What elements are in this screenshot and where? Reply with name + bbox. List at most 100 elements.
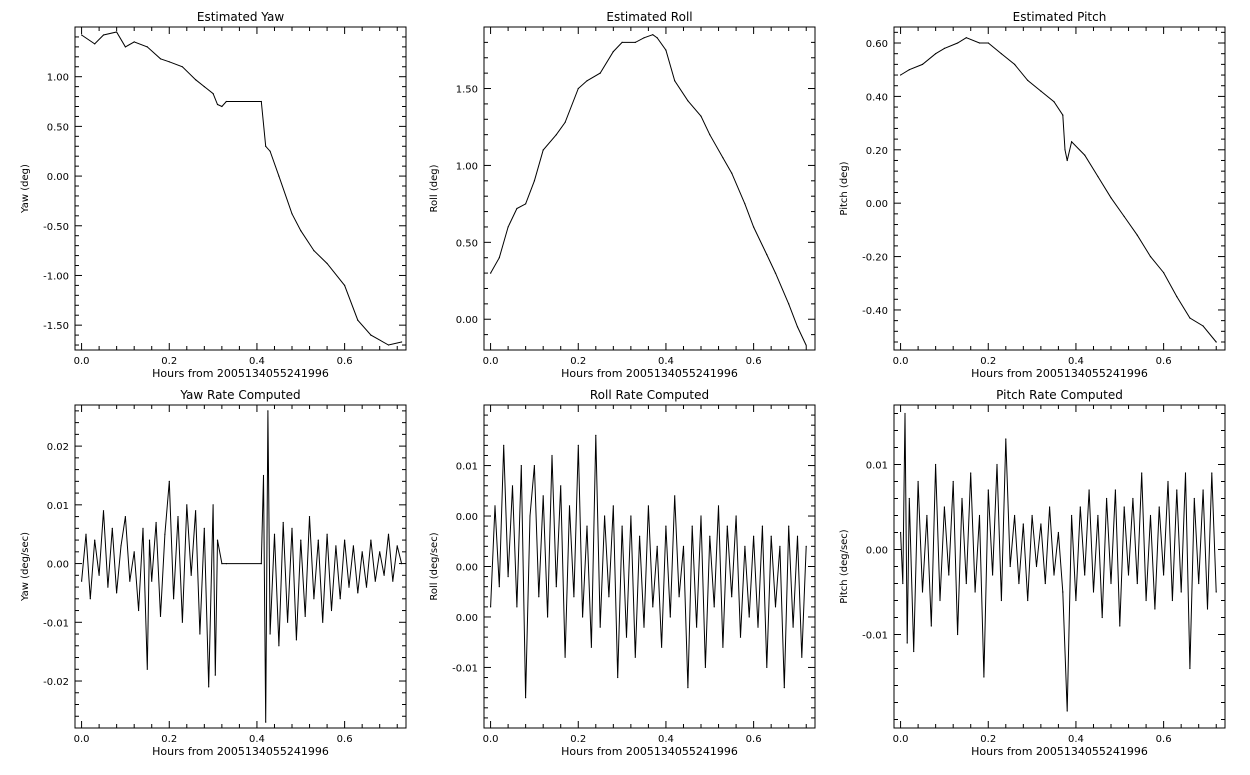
data-point <box>643 626 645 628</box>
data-point <box>1075 599 1077 602</box>
data-point <box>81 580 83 582</box>
data-point <box>401 563 403 565</box>
data-point <box>674 495 676 497</box>
data-point <box>656 37 658 39</box>
data-point <box>904 412 906 415</box>
data-point <box>533 180 536 182</box>
data-point <box>1022 523 1024 525</box>
x-tick-label: 0.2 <box>161 356 177 367</box>
x-tick-label: 0.0 <box>74 356 90 367</box>
y-tick-label: 0.00 <box>866 546 888 557</box>
data-point <box>1163 574 1165 576</box>
y-tick-label: -1.50 <box>43 321 69 332</box>
y-tick-label: -0.20 <box>862 253 888 264</box>
data-point <box>943 506 946 508</box>
data-point <box>1206 608 1209 610</box>
data-point <box>1009 565 1011 568</box>
x-tick-label: 0.4 <box>249 356 265 367</box>
data-point <box>709 535 711 537</box>
data-point <box>612 505 614 507</box>
data-point <box>1088 489 1090 491</box>
data-point <box>1031 514 1033 517</box>
data-point <box>1171 599 1173 602</box>
panel-roll_rate: Roll Rate Computed Hours from 20051340552… <box>429 388 816 758</box>
data-point <box>269 633 271 635</box>
data-point <box>555 586 557 588</box>
data-point <box>265 145 267 147</box>
y-axis-label: Yaw (deg/sec) <box>20 532 31 602</box>
data-point <box>957 42 959 44</box>
data-point <box>1071 514 1073 517</box>
data-point <box>387 344 390 346</box>
data-point <box>148 539 151 541</box>
data-point <box>365 586 368 588</box>
data-point <box>1035 565 1038 568</box>
data-point <box>1097 514 1099 517</box>
data-point <box>696 626 698 628</box>
data-point <box>900 74 902 76</box>
data-point <box>129 580 131 582</box>
data-point <box>195 79 197 81</box>
data-point <box>159 615 162 618</box>
data-point <box>186 504 188 506</box>
y-tick-label: 0.00 <box>866 199 888 210</box>
data-point <box>260 100 262 103</box>
y-tick-label: -0.01 <box>452 663 478 674</box>
data-point <box>533 465 536 467</box>
data-point <box>516 207 518 210</box>
x-axis-label: Hours from 2005134055241996 <box>971 745 1148 758</box>
chart-title: Estimated Pitch <box>1013 10 1107 24</box>
data-point <box>665 525 667 527</box>
data-point <box>560 485 562 487</box>
data-point <box>326 262 328 265</box>
data-point <box>935 463 937 466</box>
data-point <box>124 46 126 48</box>
data-point <box>94 539 96 541</box>
data-point <box>665 49 667 51</box>
data-point <box>564 121 566 123</box>
x-tick-label: 0.0 <box>74 734 90 745</box>
y-tick-label: -0.01 <box>862 631 888 642</box>
y-tick-label: 0.01 <box>47 501 69 512</box>
data-point <box>212 93 214 95</box>
data-point <box>744 203 746 205</box>
data-point <box>735 515 737 517</box>
data-point <box>511 485 514 487</box>
data-point <box>124 516 126 518</box>
data-point <box>1149 514 1152 517</box>
data-point <box>757 626 759 628</box>
data-point <box>1123 215 1125 218</box>
x-axis-label: Hours from 2005134055241996 <box>152 745 329 758</box>
data-point <box>1158 506 1160 508</box>
data-point <box>1079 506 1081 508</box>
data-point <box>516 606 518 608</box>
data-point <box>1119 625 1121 627</box>
data-point <box>761 525 764 527</box>
data-point <box>1123 506 1125 508</box>
data-point <box>225 563 227 565</box>
data-point <box>116 592 118 594</box>
y-tick-label: 0.01 <box>456 462 478 473</box>
data-point <box>1040 90 1042 92</box>
data-point <box>221 105 223 108</box>
data-point <box>370 334 372 336</box>
data-point <box>159 58 162 60</box>
data-point <box>621 525 623 527</box>
x-tick-label: 0.0 <box>483 734 499 745</box>
data-point <box>792 626 794 628</box>
data-point <box>1062 591 1064 593</box>
data-point <box>634 656 636 658</box>
data-point <box>805 344 807 346</box>
y-axis-label: Roll (deg) <box>429 164 440 212</box>
data-point <box>221 563 223 565</box>
data-point <box>599 72 601 74</box>
data-point <box>1202 489 1204 491</box>
data-point <box>494 505 496 507</box>
data-point <box>908 497 910 500</box>
data-point <box>1189 667 1191 670</box>
data-point <box>503 444 505 446</box>
data-point <box>783 687 785 689</box>
x-axis-label: Hours from 2005134055241996 <box>561 745 738 758</box>
data-point <box>805 545 807 547</box>
data-point <box>1040 523 1042 525</box>
